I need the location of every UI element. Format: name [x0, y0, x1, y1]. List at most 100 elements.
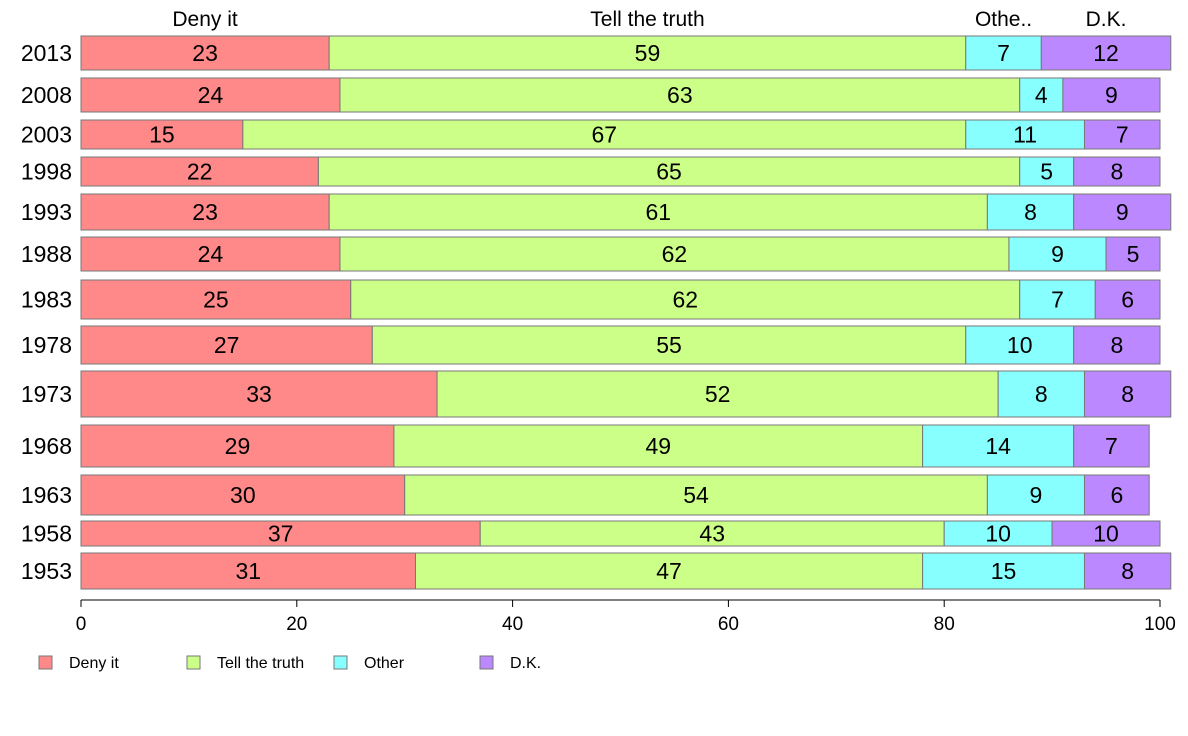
bar-segment: [965, 325, 1075, 365]
bar-segment: [404, 474, 988, 516]
bar-value-label: 9: [1105, 82, 1118, 108]
y-tick-label: 1978: [21, 332, 72, 358]
bar-segment: [436, 370, 999, 418]
x-tick-label: 40: [502, 614, 523, 635]
bar-value-label: 15: [991, 558, 1017, 584]
bar-segment: [1062, 77, 1161, 113]
bar-value-label: 8: [1121, 381, 1134, 407]
x-tick-label: 100: [1144, 614, 1176, 635]
y-tick-label: 1988: [21, 241, 72, 267]
legend-label: D.K.: [510, 655, 541, 672]
bar-segment: [80, 279, 352, 320]
bar-segment: [328, 35, 967, 71]
y-tick-label: 1993: [21, 199, 72, 225]
bar-value-label: 23: [192, 40, 218, 66]
bar-segment: [1008, 236, 1107, 272]
bar-segment: [80, 193, 330, 231]
bar-value-label: 63: [667, 82, 693, 108]
column-header: Tell the truth: [590, 8, 704, 31]
column-header: Othe..: [975, 8, 1032, 31]
bar-segment: [80, 77, 341, 113]
y-axis-labels: 2013 2008 2003 1998 1993 1988 1983 1978 1973 1968…: [21, 40, 72, 584]
bar-value-label: 62: [662, 241, 688, 267]
bar-segment: [80, 474, 406, 516]
bar-value-label: 8: [1024, 199, 1037, 225]
bar-value-label: 10: [1007, 332, 1033, 358]
bar-value-label: 9: [1030, 482, 1043, 508]
y-tick-label: 1963: [21, 482, 72, 508]
bar-value-label: 15: [149, 122, 175, 148]
bar-segment: [80, 236, 341, 272]
bar-value-label: 24: [198, 82, 224, 108]
legend-label: Tell the truth: [217, 655, 304, 672]
bar-segment: [1040, 35, 1172, 71]
bar-segment: [997, 370, 1085, 418]
bar-segment: [922, 424, 1075, 468]
bar-value-label: 49: [645, 433, 671, 459]
bar-value-label: 8: [1035, 381, 1048, 407]
bar-segment: [1019, 279, 1096, 320]
bar-segment: [328, 193, 988, 231]
bar-value-label: 7: [1116, 122, 1129, 148]
legend-label: Other: [364, 655, 405, 672]
bar-value-label: 65: [656, 159, 682, 185]
bar-value-label: 6: [1110, 482, 1123, 508]
bar-segment: [339, 236, 1010, 272]
y-tick-label: 2003: [21, 122, 72, 148]
bar-segment: [479, 520, 945, 547]
bar-segment: [414, 552, 924, 590]
bar-value-label: 54: [683, 482, 709, 508]
bar-segment: [965, 35, 1042, 71]
bar-value-label: 10: [1093, 521, 1119, 547]
bar-segment: [1083, 119, 1161, 150]
bar-value-label: 12: [1093, 40, 1119, 66]
bar-value-label: 37: [268, 521, 294, 547]
y-tick-label: 2008: [21, 82, 72, 108]
x-tick-label: 80: [934, 614, 955, 635]
bar-segment: [80, 156, 319, 187]
bar-value-label: 5: [1127, 241, 1140, 267]
column-header: Deny it: [172, 8, 238, 31]
bar-segment: [1083, 370, 1172, 418]
legend-swatch: [38, 655, 53, 670]
bar-value-label: 7: [1051, 287, 1064, 313]
bar-value-label: 52: [705, 381, 731, 407]
bar-value-label: 24: [198, 241, 224, 267]
bar-segment: [1019, 77, 1064, 113]
y-tick-label: 1983: [21, 287, 72, 313]
bar-segment: [393, 424, 924, 468]
bar-value-label: 30: [230, 482, 256, 508]
legend-swatch: [333, 655, 348, 670]
bar-value-label: 59: [635, 40, 661, 66]
y-tick-label: 2013: [21, 40, 72, 66]
bar-value-label: 11: [1013, 122, 1037, 148]
bar-value-label: 27: [214, 332, 240, 358]
bar-value-label: 5: [1040, 159, 1053, 185]
y-tick-label: 1998: [21, 159, 72, 185]
column-header: D.K.: [1086, 8, 1127, 31]
column-headers: Deny it Tell the truth Othe.. D.K.: [172, 8, 1126, 31]
bar-segment: [242, 119, 967, 150]
bar-segment: [80, 520, 481, 547]
bar-value-label: 10: [985, 521, 1011, 547]
x-axis: 0 20 40 60 80 100: [76, 599, 1176, 635]
bar-segment: [80, 35, 330, 71]
bar-value-label: 9: [1116, 199, 1129, 225]
legend-swatch: [186, 655, 201, 670]
bar-segment: [1051, 520, 1161, 547]
bar-value-label: 31: [235, 558, 261, 584]
bar-segment: [1073, 156, 1161, 187]
x-tick-label: 0: [76, 614, 87, 635]
y-tick-label: 1953: [21, 558, 72, 584]
bar-segment: [80, 119, 244, 150]
bar-segment: [1073, 325, 1161, 365]
bar-value-label: 62: [672, 287, 698, 313]
bar-segment: [1083, 552, 1172, 590]
bar-segment: [317, 156, 1021, 187]
bar-value-label: 33: [246, 381, 272, 407]
legend-label: Deny it: [69, 655, 119, 672]
bar-value-label: 61: [645, 199, 671, 225]
bar-segment: [1073, 193, 1172, 231]
